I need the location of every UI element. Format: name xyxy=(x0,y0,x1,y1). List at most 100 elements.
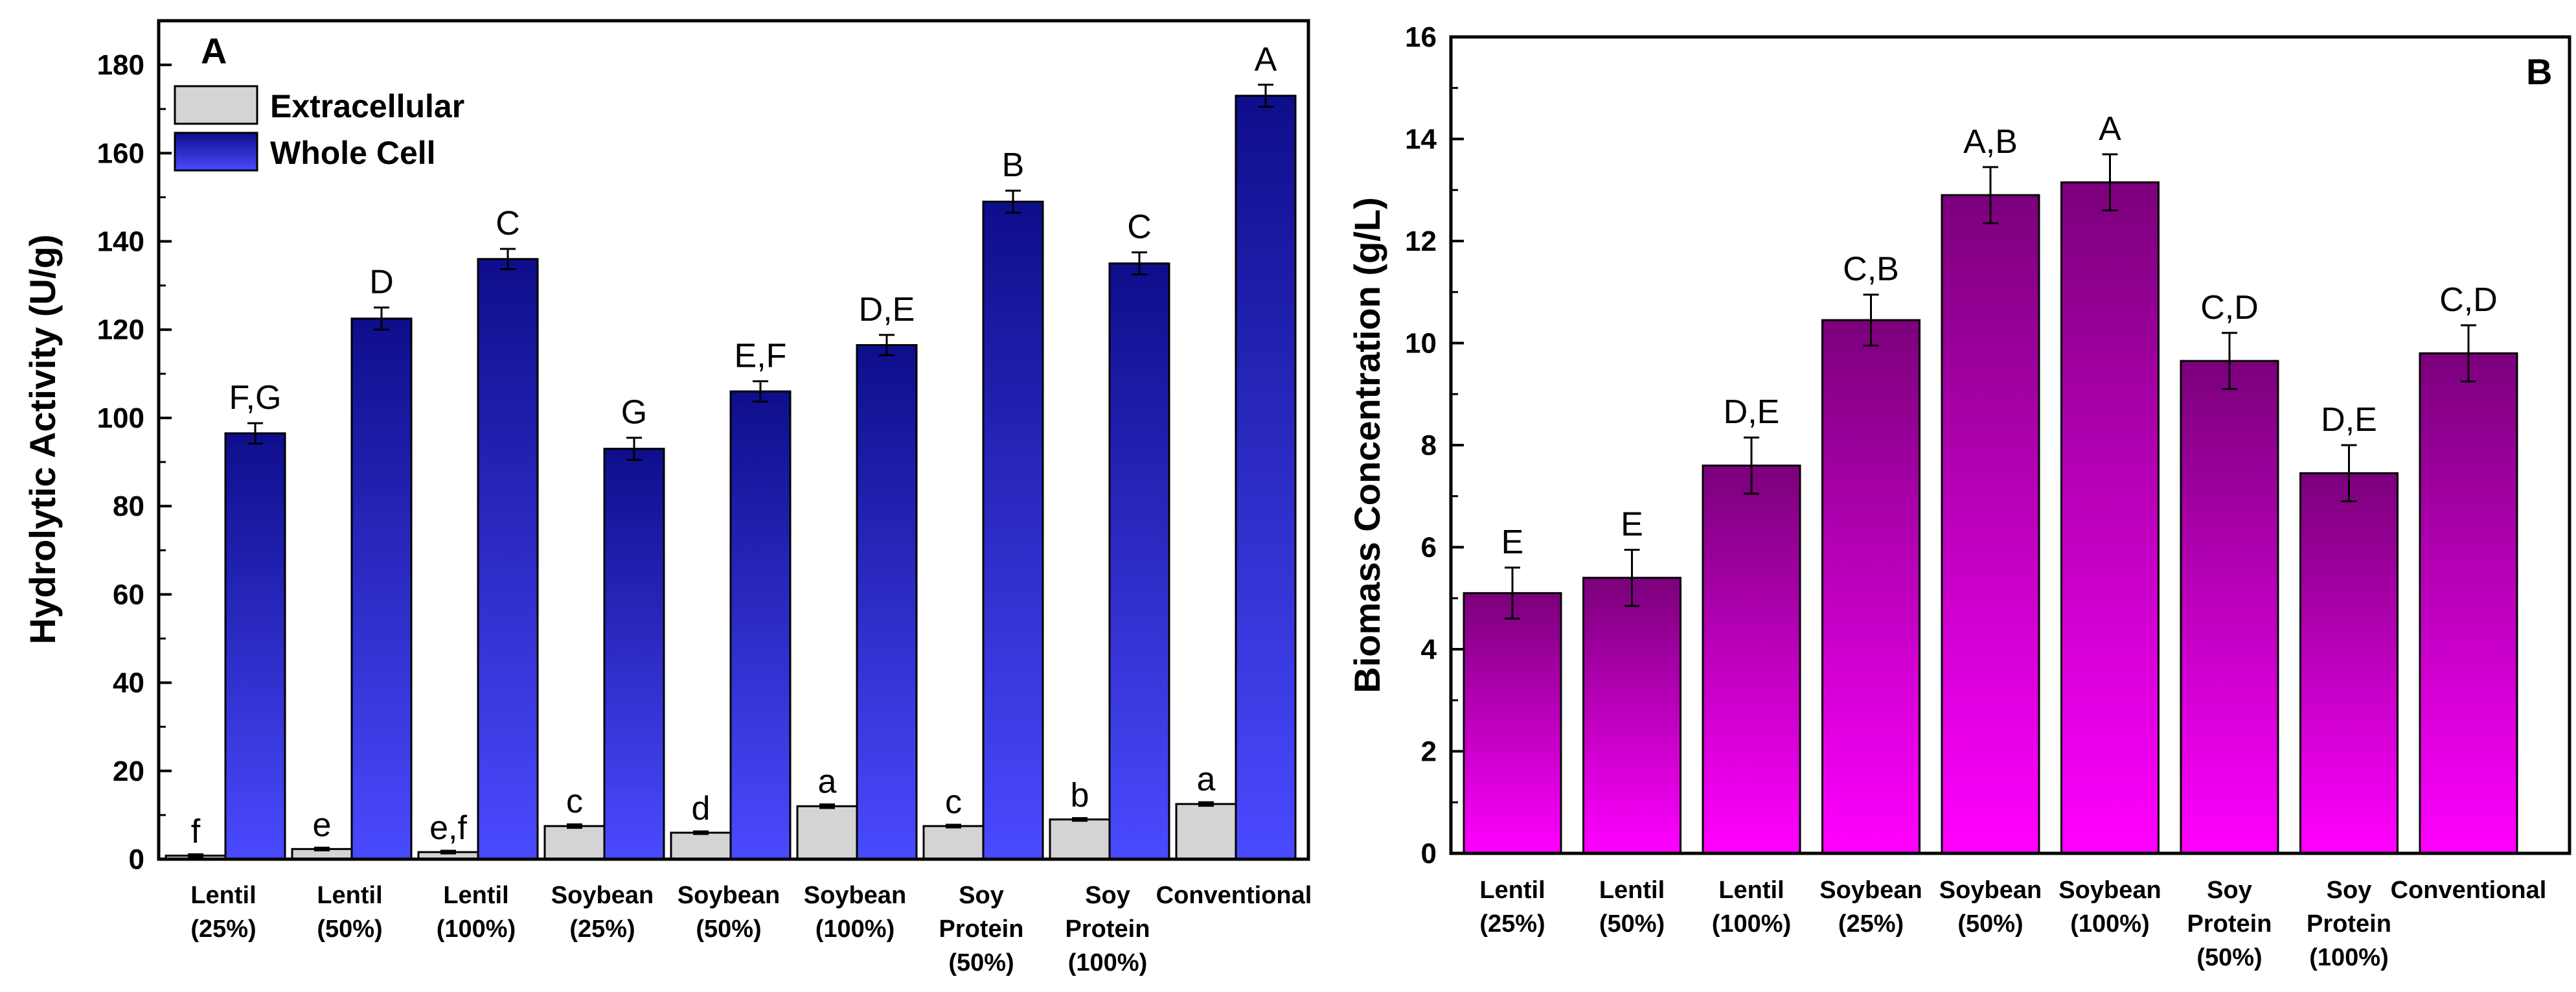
panel-a-chart: f F,G e De,f Cc Gd E,F a D,E c Bb Ca A 0 20 40 60 80 100 1… xyxy=(22,19,1312,976)
extracellular-letter: c xyxy=(945,783,962,821)
panel-a-y-axis-title: Hydrolytic Activity (U/g) xyxy=(22,235,63,645)
panel-b-y-tick-label: 2 xyxy=(1421,736,1437,768)
extracellular-bar xyxy=(922,825,985,860)
biomass-bar xyxy=(1702,465,1801,855)
whole-cell-letter: D xyxy=(369,264,394,301)
panel-a-x-tick-label: Soybean (100%) xyxy=(804,882,906,943)
whole-cell-letter: G xyxy=(621,394,647,432)
biomass-bar xyxy=(1821,319,1921,855)
biomass-bar xyxy=(2299,472,2399,855)
panel-b-x-tick-label: Lentil (50%) xyxy=(1599,877,1665,938)
panel-a-x-tick-label: Soy Protein (50%) xyxy=(939,882,1024,976)
panel-a-y-tick-label: 180 xyxy=(97,49,144,81)
biomass-letter: E xyxy=(1501,524,1524,561)
biomass-letter: D,E xyxy=(2321,401,2377,439)
whole-cell-letter: C xyxy=(496,205,520,242)
extracellular-bar xyxy=(1175,803,1237,860)
panel-a-y-tick-label: 120 xyxy=(97,314,144,346)
biomass-letter: C,B xyxy=(1843,251,1899,288)
panel-b-x-tick-label: Soybean (25%) xyxy=(1819,877,1922,938)
panel-a-y-tick-label: 160 xyxy=(97,137,144,169)
panel-b-y-tick-label: 10 xyxy=(1405,328,1437,360)
extracellular-letter: d xyxy=(692,790,711,827)
biomass-bar xyxy=(1463,592,1562,855)
whole-cell-bar xyxy=(603,448,665,860)
panel-b-x-tick-label: Soy Protein (100%) xyxy=(2307,877,2391,971)
whole-cell-bar xyxy=(350,317,413,860)
whole-cell-bar xyxy=(856,344,918,860)
panel-b-x-tick-label: Soybean (50%) xyxy=(1939,877,2042,938)
panel-b-y-tick-label: 4 xyxy=(1421,634,1437,665)
panel-a-x-tick-label: Soybean (50%) xyxy=(678,882,780,943)
biomass-bar xyxy=(1582,577,1681,855)
legend-swatch-whole-cell xyxy=(174,132,258,172)
panel-b-letter: B xyxy=(2526,51,2552,92)
panel-a-x-tick-label: Soybean (25%) xyxy=(551,882,654,943)
panel-b-y-tick-label: 12 xyxy=(1405,225,1437,257)
panel-a-x-tick-label: Lentil (50%) xyxy=(317,882,382,943)
whole-cell-letter: E,F xyxy=(735,337,787,375)
panel-b-x-tick-label: Lentil (25%) xyxy=(1479,877,1545,938)
extracellular-letter: b xyxy=(1071,777,1089,814)
panel-b-y-axis-title: Biomass Concentration (g/L) xyxy=(1347,197,1387,693)
whole-cell-bar xyxy=(1235,95,1297,860)
whole-cell-letter: D,E xyxy=(859,291,915,329)
panel-a-y-tick-label: 40 xyxy=(113,667,144,699)
whole-cell-letter: F,G xyxy=(229,379,282,417)
legend-label-whole-cell: Whole Cell xyxy=(270,135,436,171)
biomass-bar xyxy=(1941,194,2040,855)
biomass-bar xyxy=(2419,352,2518,855)
panel-b-frame xyxy=(1449,35,2571,855)
panel-a-legend: Extracellular Whole Cell xyxy=(174,85,464,172)
panel-a-y-tick-label: 60 xyxy=(113,579,144,610)
whole-cell-letter: C xyxy=(1127,209,1152,246)
extracellular-letter: e,f xyxy=(429,809,467,847)
legend-label-extracellular: Extracellular xyxy=(270,88,464,124)
panel-b-y-tick-label: 14 xyxy=(1405,124,1437,156)
biomass-letter: C,D xyxy=(2439,281,2498,319)
extracellular-bar xyxy=(543,825,606,860)
panel-b-x-tick-label: Soybean (100%) xyxy=(2058,877,2161,938)
panel-b-y-tick-label: 16 xyxy=(1405,21,1437,53)
panel-a-bars: f F,G e De,f Cc Gd E,F a D,E c Bb Ca A xyxy=(165,41,1297,860)
whole-cell-bar xyxy=(729,390,792,860)
extracellular-letter: e xyxy=(313,806,332,844)
biomass-bar xyxy=(2060,181,2160,855)
panel-b-chart: E E D,E C,B A,B A C,D D,E C,D 0 2 4 6 8 10 12 14 16 Lenti… xyxy=(1347,21,2571,971)
panel-a-y-tick-label: 100 xyxy=(97,402,144,434)
panel-b-x-tick-label: Lentil (100%) xyxy=(1712,877,1792,938)
extracellular-bar xyxy=(1049,818,1111,860)
biomass-bar xyxy=(2180,360,2279,855)
whole-cell-bar xyxy=(477,258,539,860)
whole-cell-letter: A xyxy=(1255,41,1277,78)
panel-a-axes: 0 20 40 60 80 100 120 140 160 180 Lentil (25%) Lenti… xyxy=(97,49,1312,976)
whole-cell-bar xyxy=(224,432,286,860)
panel-a-y-tick-label: 0 xyxy=(129,844,144,875)
biomass-letter: E xyxy=(1621,505,1643,543)
panel-a-x-tick-label: Lentil (100%) xyxy=(437,882,516,943)
extracellular-letter: a xyxy=(818,763,837,801)
panel-a-letter: A xyxy=(201,30,227,71)
panel-a-x-tick-label: Conventional xyxy=(1156,882,1312,909)
whole-cell-bar xyxy=(1108,262,1170,860)
panel-a-x-tick-label: Lentil (25%) xyxy=(190,882,256,943)
panel-b-y-tick-label: 0 xyxy=(1421,838,1437,870)
whole-cell-letter: B xyxy=(1002,146,1025,184)
panel-a-x-tick-label: Soy Protein (100%) xyxy=(1066,882,1150,976)
panel-b-y-tick-label: 6 xyxy=(1421,532,1437,564)
panel-b-axes: 0 2 4 6 8 10 12 14 16 Lentil (25%) Lentil (50%) Lenti… xyxy=(1405,21,2546,971)
biomass-letter: A xyxy=(2099,110,2121,148)
panel-b-y-tick-label: 8 xyxy=(1421,430,1437,461)
extracellular-letter: a xyxy=(1197,761,1216,798)
panel-a-y-tick-label: 80 xyxy=(113,490,144,522)
biomass-letter: A,B xyxy=(1963,123,2018,161)
panel-b-bars: E E D,E C,B A,B A C,D D,E C,D xyxy=(1463,110,2518,855)
extracellular-bar xyxy=(670,831,732,860)
panel-b-x-tick-label: Conventional xyxy=(2391,877,2547,904)
legend-swatch-extracellular xyxy=(174,85,258,125)
extracellular-letter: f xyxy=(191,813,201,851)
biomass-letter: D,E xyxy=(1724,393,1780,431)
whole-cell-bar xyxy=(982,200,1044,860)
panel-a-y-tick-label: 140 xyxy=(97,226,144,258)
